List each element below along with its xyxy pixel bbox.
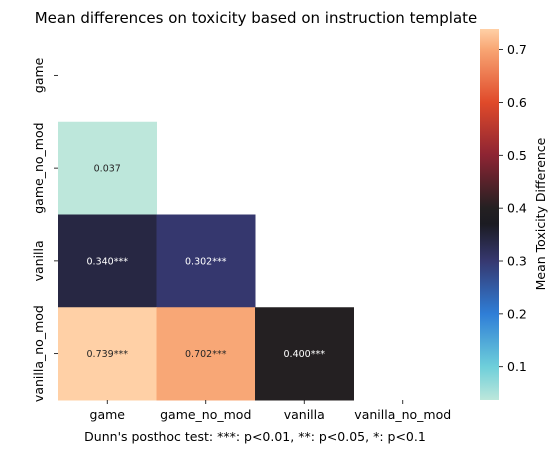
colorbar-tick-label: 0.3 (507, 254, 527, 269)
heatmap-cell (156, 307, 256, 401)
colorbar-tick-label: 0.6 (507, 95, 527, 110)
column-tick-label: game (90, 407, 126, 422)
colorbar-tick-label: 0.1 (507, 359, 527, 374)
cell-value-label: 0.340*** (87, 256, 129, 267)
x-axis-label: Dunn's posthoc test: ***: p<0.01, **: p<… (84, 429, 426, 444)
colorbar-ticks: 0.1 0.2 0.3 0.4 0.5 0.6 0.7 (499, 42, 527, 374)
heatmap-cell (58, 121, 157, 215)
colorbar-tick-label: 0.2 (507, 306, 527, 321)
chart-title: Mean differences on toxicity based on in… (35, 9, 478, 27)
heatmap-cell (255, 307, 354, 401)
heatmap-cell (156, 214, 256, 308)
row-tick-label: game_no_mod (31, 122, 46, 213)
row-tick-label: vanilla_no_mod (31, 305, 46, 402)
colorbar-tick-label: 0.4 (507, 201, 527, 216)
colorbar (480, 29, 499, 400)
column-tick-label: vanilla (284, 407, 325, 422)
heatmap-cells: 0.037 0.340*** 0.302*** 0.739*** 0.702*** 0.4… (58, 121, 354, 401)
column-tick-labels: game game_no_mod vanilla vanilla_no_mod (90, 400, 451, 422)
column-tick-label: game_no_mod (160, 407, 251, 422)
cell-value-label: 0.037 (94, 164, 121, 175)
column-tick-label: vanilla_no_mod (354, 407, 451, 422)
colorbar-label: Mean Toxicity Difference (533, 137, 548, 290)
row-tick-label: game (31, 57, 46, 93)
cell-value-label: 0.400*** (284, 349, 326, 360)
cell-value-label: 0.739*** (87, 349, 129, 360)
row-tick-label: vanilla (31, 240, 46, 281)
heatmap-cell (58, 214, 157, 308)
cell-value-label: 0.302*** (185, 256, 227, 267)
cell-value-label: 0.702*** (185, 349, 227, 360)
colorbar-tick-label: 0.7 (507, 42, 527, 57)
colorbar-tick-label: 0.5 (507, 148, 527, 163)
heatmap-cell (58, 307, 157, 401)
